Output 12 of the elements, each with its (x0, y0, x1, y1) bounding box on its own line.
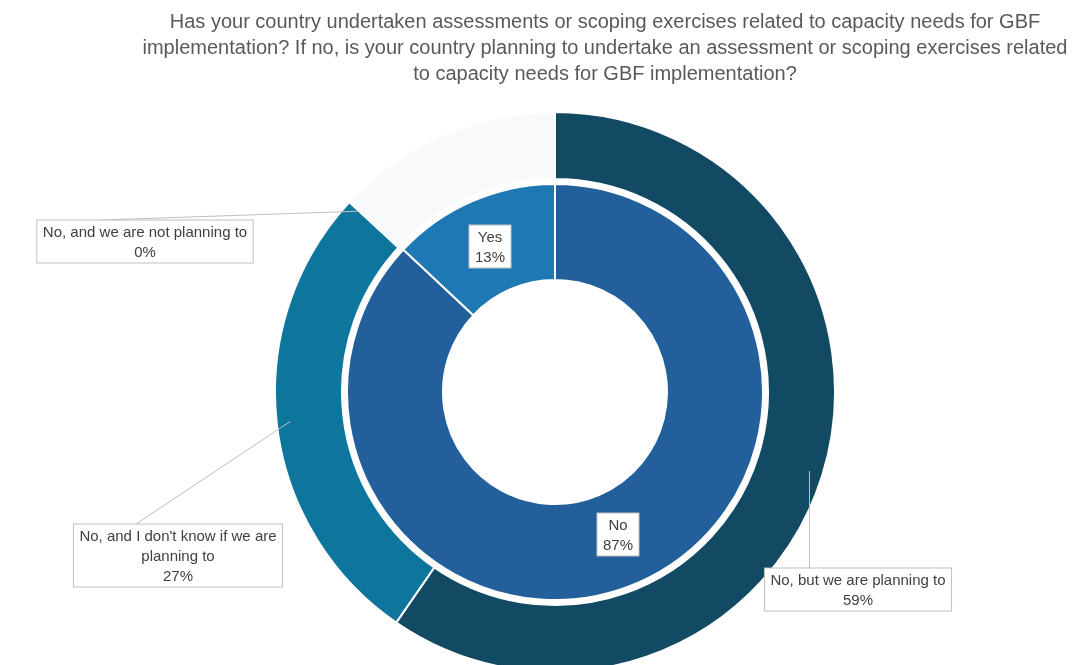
slice-label: No, but we are planning to (770, 571, 946, 588)
data-label: 59% (842, 591, 874, 608)
chart-title: Has your country undertaken assessments or scoping exercises related to capacity needs for GBF implementation? If no, is your country planning to undertake an assessment or scoping exercises related to capacity needs for GBF implementation? (142, 10, 1068, 84)
data-label: 27% (162, 567, 194, 584)
category-label: No, and we are not planning to (42, 223, 248, 240)
data-label: 87% (602, 536, 634, 553)
slice-label: No, and I don't know if we are planning to (79, 527, 277, 564)
slice-label: No (608, 516, 628, 533)
data-label: 13% (474, 248, 506, 265)
text: 0% (134, 243, 156, 260)
donut-slice (346, 183, 764, 601)
slice-label: Yes (477, 228, 503, 245)
